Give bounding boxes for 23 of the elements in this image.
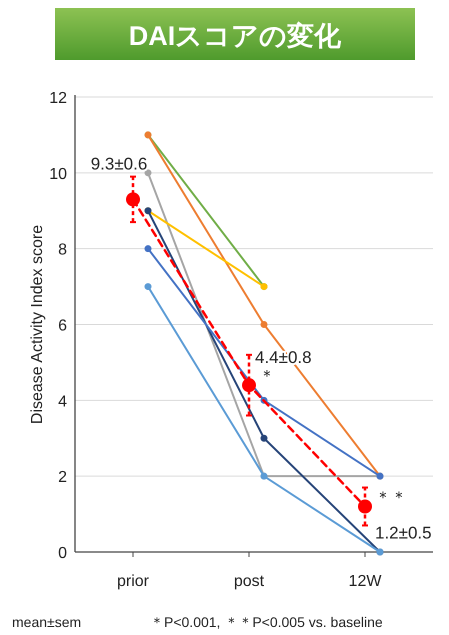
point (260, 434, 268, 442)
data-label: 9.3±0.6 (90, 154, 148, 174)
point (144, 245, 152, 252)
y-tick-label: 10 (49, 166, 68, 183)
text: mean±sem (12, 614, 82, 630)
point (260, 321, 268, 328)
y-tick-label: 2 (58, 469, 68, 486)
x-tick-label: prior (116, 573, 150, 590)
text: ＊P<0.001, ＊＊P<0.005 vs. baseline (150, 614, 383, 630)
annotation: ＊＊ (375, 490, 407, 506)
y-tick-label: 6 (58, 318, 68, 334)
point (144, 169, 152, 176)
y-tick-label: 0 (58, 545, 68, 562)
x-tick-label: post (234, 573, 265, 590)
y-tick-label: 4 (58, 393, 68, 410)
annotation: ＊ (259, 368, 275, 386)
data-label: 1.2±0.5 (375, 524, 432, 542)
y-axis-title: Disease Activity Index score (29, 224, 46, 424)
x-tick-label: 12W (348, 573, 382, 590)
y-tick-label: 12 (49, 90, 68, 107)
y-tick-label: 8 (58, 242, 68, 259)
chart-title: DAIスコアの変化 (128, 21, 342, 51)
point (144, 283, 152, 290)
